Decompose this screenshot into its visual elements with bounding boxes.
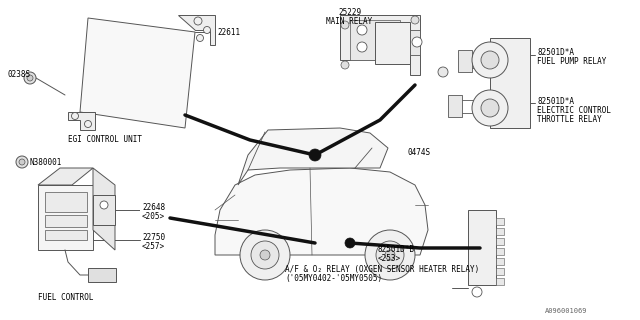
Text: ELECTRIC CONTROL: ELECTRIC CONTROL [537,106,611,115]
Bar [490,38,530,128]
Bar [45,192,87,212]
Text: 22750: 22750 [142,233,165,242]
Text: 22611: 22611 [217,28,240,37]
Circle shape [194,17,202,25]
Circle shape [27,75,33,81]
Text: 25229: 25229 [338,8,361,17]
Bar [410,30,420,55]
Text: 82501D*B: 82501D*B [378,245,415,254]
Circle shape [100,201,108,209]
Circle shape [472,42,508,78]
Bar [38,185,93,250]
Polygon shape [238,128,388,185]
Circle shape [84,121,92,127]
Polygon shape [68,112,95,130]
Circle shape [251,241,279,269]
Circle shape [309,149,321,161]
Circle shape [481,51,499,69]
Bar [468,210,496,285]
Polygon shape [178,15,215,45]
Text: 82501D*A: 82501D*A [537,97,574,106]
Bar [45,230,87,240]
Bar [45,215,87,227]
Circle shape [357,25,367,35]
Text: ('05MY0402-'05MY0505): ('05MY0402-'05MY0505) [285,274,382,283]
Bar [140,203,175,219]
Circle shape [72,113,79,119]
Circle shape [365,230,415,280]
Polygon shape [93,168,115,250]
Circle shape [357,42,367,52]
Text: N380001: N380001 [30,158,62,167]
Circle shape [472,287,482,297]
Circle shape [481,99,499,117]
Text: MAIN RELAY: MAIN RELAY [326,17,372,26]
Text: A/F & O₂ RELAY (OXGEN SENSOR HEATER RELAY): A/F & O₂ RELAY (OXGEN SENSOR HEATER RELA… [285,265,479,274]
Text: 0474S: 0474S [408,148,431,157]
Circle shape [345,238,355,248]
Circle shape [376,241,404,269]
Circle shape [204,27,211,34]
Text: FUEL PUMP RELAY: FUEL PUMP RELAY [537,57,606,66]
Circle shape [385,250,395,260]
Polygon shape [215,168,428,255]
Text: <253>: <253> [378,254,401,263]
Bar [496,268,504,275]
Circle shape [24,72,36,84]
Text: <205>: <205> [142,212,165,221]
Bar [496,248,504,255]
Bar [496,238,504,245]
Text: 0238S: 0238S [8,70,31,79]
Circle shape [412,37,422,47]
Bar [458,50,472,72]
Text: A096001069: A096001069 [545,308,588,314]
Bar [496,218,504,225]
Text: THROTTLE RELAY: THROTTLE RELAY [537,115,602,124]
Polygon shape [38,168,93,185]
Text: 82501D*A: 82501D*A [537,48,574,57]
Circle shape [411,16,419,24]
Circle shape [472,90,508,126]
Bar [496,258,504,265]
Circle shape [341,21,349,29]
Bar [375,22,410,64]
Circle shape [16,156,28,168]
Bar [448,95,462,117]
Circle shape [19,159,25,165]
Text: <257>: <257> [142,242,165,251]
Text: FUEL CONTROL: FUEL CONTROL [38,293,93,302]
Bar [93,195,115,225]
Polygon shape [340,15,420,75]
Text: EGI CONTROL UNIT: EGI CONTROL UNIT [68,135,142,144]
Bar [88,268,116,282]
Bar [350,20,400,60]
Circle shape [240,230,290,280]
Bar [496,228,504,235]
Circle shape [438,67,448,77]
Circle shape [260,250,270,260]
Text: 22648: 22648 [142,203,165,212]
Bar [496,278,504,285]
Circle shape [341,61,349,69]
Polygon shape [80,18,195,128]
Circle shape [196,35,204,42]
